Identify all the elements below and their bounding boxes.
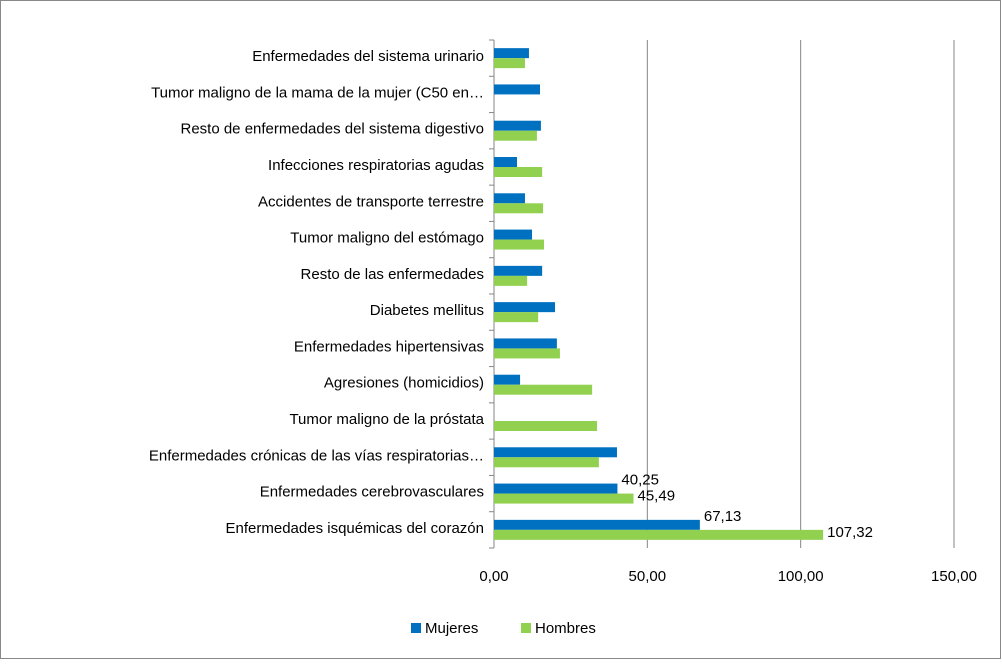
x-tick-label: 0,00 — [479, 568, 508, 585]
bar — [494, 265, 543, 276]
bar — [494, 483, 618, 494]
bar — [494, 384, 593, 395]
x-tick-label: 50,00 — [629, 568, 667, 585]
legend-swatch — [411, 623, 421, 633]
bar — [494, 58, 525, 69]
bar — [494, 167, 543, 177]
y-tick-label: Tumor maligno de la mama de la mujer (C5… — [151, 84, 484, 101]
legend-label: Hombres — [535, 620, 596, 637]
y-tick-label: Accidentes de transporte terrestre — [258, 193, 484, 210]
bar — [494, 302, 556, 313]
data-label: 40,25 — [621, 472, 659, 489]
bar — [494, 275, 528, 286]
y-tick-label: Enfermedades cerebrovasculares — [260, 484, 484, 501]
legend-swatch — [521, 623, 531, 633]
bar — [494, 338, 557, 349]
y-tick-label: Enfermedades del sistema urinario — [252, 48, 484, 65]
bar — [494, 239, 544, 250]
legend-label: Mujeres — [425, 620, 478, 637]
y-tick-label: Enfermedades isquémicas del corazón — [226, 520, 484, 537]
bar — [494, 157, 517, 167]
y-tick-label: Agresiones (homicidios) — [324, 375, 484, 392]
y-tick-label: Infecciones respiratorias agudas — [268, 157, 484, 174]
bar — [494, 203, 544, 214]
bar — [494, 529, 824, 540]
y-tick-label: Diabetes mellitus — [370, 302, 484, 319]
bar — [494, 519, 700, 530]
bar — [494, 447, 617, 458]
y-tick-label: Resto de enfermedades del sistema digest… — [180, 121, 484, 138]
bar — [494, 193, 525, 204]
x-tick-label: 100,00 — [778, 568, 824, 585]
data-label: 45,49 — [638, 488, 676, 505]
y-tick-label: Resto de las enfermedades — [301, 266, 484, 283]
bar — [494, 120, 541, 131]
data-label: 67,13 — [704, 508, 742, 525]
bar — [494, 493, 634, 504]
y-tick-label: Tumor maligno del estómago — [290, 230, 484, 247]
bar — [494, 229, 533, 240]
bar — [494, 130, 537, 141]
bar — [494, 374, 521, 385]
bar — [494, 421, 598, 431]
y-tick-label: Tumor maligno de la próstata — [289, 411, 484, 428]
y-tick-label: Enfermedades hipertensivas — [294, 338, 484, 355]
bar — [494, 348, 560, 359]
bar — [494, 457, 599, 468]
bar — [494, 48, 529, 59]
data-label: 107,32 — [827, 524, 873, 541]
bar — [494, 84, 540, 95]
x-tick-label: 150,00 — [931, 568, 977, 585]
bar — [494, 312, 539, 323]
y-tick-label: Enfermedades crónicas de las vías respir… — [149, 447, 484, 464]
